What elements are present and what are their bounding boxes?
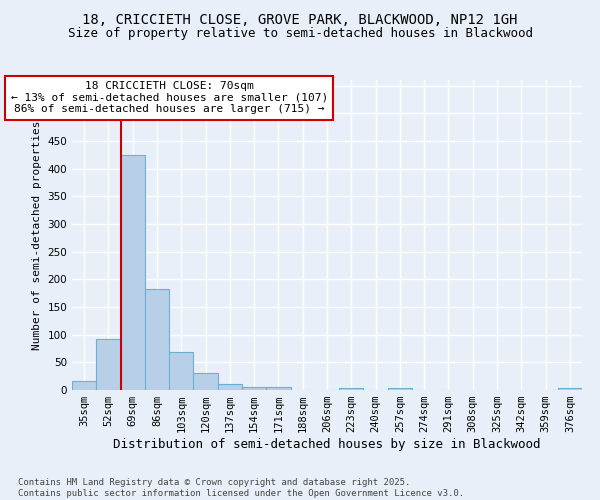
Text: Contains HM Land Registry data © Crown copyright and database right 2025.
Contai: Contains HM Land Registry data © Crown c…	[18, 478, 464, 498]
Y-axis label: Number of semi-detached properties: Number of semi-detached properties	[32, 120, 42, 350]
Bar	[193, 374, 218, 390]
X-axis label: Distribution of semi-detached houses by size in Blackwood: Distribution of semi-detached houses by …	[113, 438, 541, 451]
Bar	[266, 387, 290, 390]
Text: Size of property relative to semi-detached houses in Blackwood: Size of property relative to semi-detach…	[67, 28, 533, 40]
Bar	[72, 380, 96, 390]
Text: 18, CRICCIETH CLOSE, GROVE PARK, BLACKWOOD, NP12 1GH: 18, CRICCIETH CLOSE, GROVE PARK, BLACKWO…	[82, 12, 518, 26]
Bar	[242, 386, 266, 390]
Bar	[558, 388, 582, 390]
Bar	[339, 388, 364, 390]
Text: 18 CRICCIETH CLOSE: 70sqm
← 13% of semi-detached houses are smaller (107)
86% of: 18 CRICCIETH CLOSE: 70sqm ← 13% of semi-…	[11, 81, 328, 114]
Bar	[169, 352, 193, 390]
Bar	[388, 388, 412, 390]
Bar	[96, 338, 121, 390]
Bar	[145, 289, 169, 390]
Bar	[218, 384, 242, 390]
Bar	[121, 156, 145, 390]
